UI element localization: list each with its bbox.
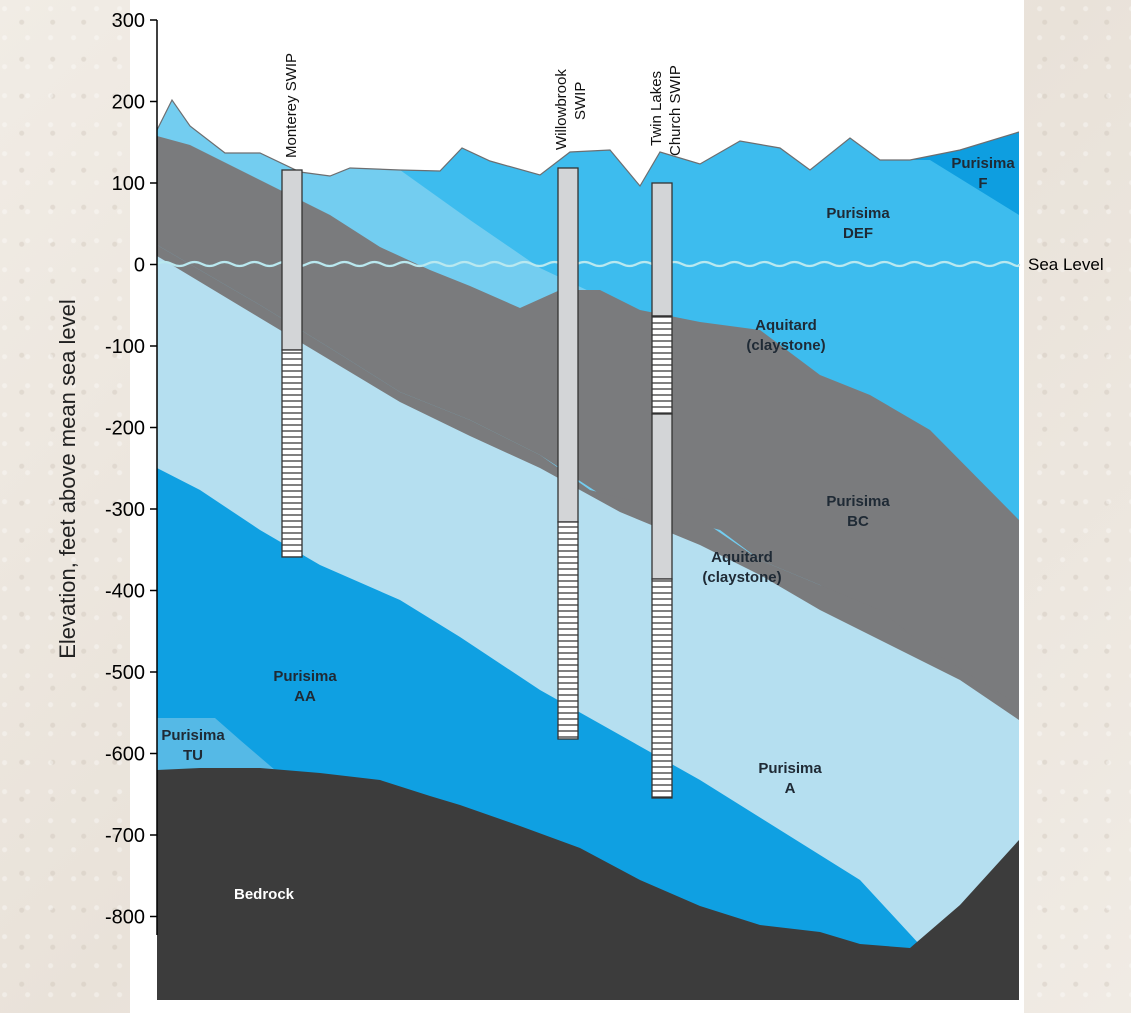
well-willowbrook — [558, 168, 578, 739]
label-purisima-bc-1: Purisima — [826, 493, 890, 510]
y-axis-ticks: 300 200 100 0 -100 -200 -300 -400 -500 -600 -700 -8… — [105, 10, 157, 929]
label-purisima-a-1: Purisima — [758, 760, 822, 777]
well-monterey — [282, 170, 302, 557]
label-purisima-def-1: Purisima — [826, 205, 890, 222]
label-aquitard-upper-2: (claystone) — [746, 337, 825, 354]
label-purisima-aa-1: Purisima — [273, 668, 337, 685]
label-purisima-tu-2: TU — [183, 747, 203, 764]
label-purisima-def-2: DEF — [843, 225, 873, 242]
well-label-willowbrook-1: Willowbrook — [553, 69, 570, 150]
label-aquitard-upper-1: Aquitard — [755, 317, 817, 334]
well-label-twin-lakes-2: Church SWIP — [667, 65, 684, 156]
label-purisima-f-1: Purisima — [951, 155, 1015, 172]
label-purisima-f-2: F — [978, 175, 987, 192]
y-tick-label: 100 — [112, 173, 145, 195]
well-label-monterey: Monterey SWIP — [283, 53, 300, 158]
well-label-willowbrook-2: SWIP — [572, 82, 589, 120]
label-purisima-tu-1: Purisima — [161, 727, 225, 744]
well-twin-lakes — [652, 183, 672, 798]
label-aquitard-lower-2: (claystone) — [702, 569, 781, 586]
y-tick-label: -300 — [105, 499, 145, 521]
label-purisima-bc-2: BC — [847, 513, 869, 530]
y-tick-label: 300 — [112, 10, 145, 32]
sea-level-label: Sea Level — [1028, 255, 1104, 274]
y-tick-label: 0 — [134, 255, 145, 277]
y-tick-label: -400 — [105, 581, 145, 603]
y-tick-label: -100 — [105, 336, 145, 358]
y-tick-label: -200 — [105, 418, 145, 440]
y-tick-label: 200 — [112, 92, 145, 114]
label-purisima-a-2: A — [785, 780, 796, 797]
label-bedrock: Bedrock — [234, 886, 295, 903]
y-axis-title: Elevation, feet above mean sea level — [55, 299, 80, 659]
label-purisima-aa-2: AA — [294, 688, 316, 705]
label-aquitard-lower-1: Aquitard — [711, 549, 773, 566]
y-tick-label: -500 — [105, 662, 145, 684]
y-tick-label: -700 — [105, 825, 145, 847]
y-tick-label: -600 — [105, 744, 145, 766]
well-label-twin-lakes-1: Twin Lakes — [648, 71, 665, 146]
y-tick-label: -800 — [105, 907, 145, 929]
